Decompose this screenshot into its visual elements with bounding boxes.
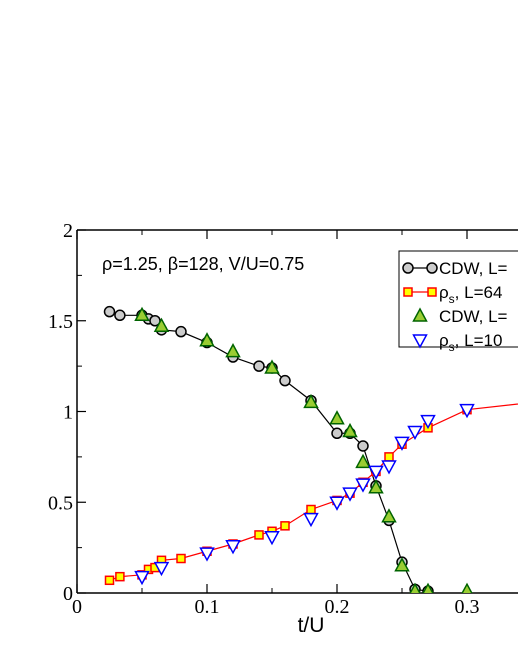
- series-1: [103, 305, 434, 593]
- series-4-point: [329, 496, 345, 511]
- series-2: [104, 403, 518, 586]
- series-3-point: [381, 508, 397, 523]
- series-4: [134, 403, 475, 586]
- series-4-point: [134, 570, 150, 586]
- legend-label: ρs, L=10: [439, 331, 502, 354]
- x-axis-title: t/U: [298, 614, 325, 637]
- series-4-point: [381, 460, 397, 475]
- legend-label: CDW, L=: [439, 307, 508, 326]
- series-4-point: [459, 403, 475, 419]
- x-tick-label: 0.3: [455, 596, 480, 618]
- x-tick-label: 0.2: [325, 596, 350, 618]
- series-4-point: [264, 530, 280, 546]
- series-2-point: [104, 575, 115, 586]
- series-4-point: [199, 547, 215, 562]
- series-2-point: [176, 553, 186, 564]
- series-3-point: [225, 343, 241, 358]
- series-3-point: [461, 582, 473, 593]
- series-3-point: [134, 306, 150, 322]
- x-tick-label: 0.1: [195, 596, 220, 618]
- y-tick-label: 1.5: [48, 311, 73, 333]
- series-layer: [103, 305, 518, 593]
- series-2-point: [254, 530, 264, 540]
- series-1-point: [331, 427, 343, 440]
- legend-marker: [402, 262, 414, 274]
- series-3-point: [409, 582, 421, 593]
- legend-marker: [426, 262, 438, 274]
- legend-box: [398, 250, 518, 348]
- series-3-point: [422, 582, 434, 593]
- series-1-point: [253, 360, 265, 372]
- legend-item-4: ρs, L=10: [412, 331, 502, 354]
- series-2-point: [384, 452, 394, 462]
- series-3-point: [199, 332, 215, 347]
- annotation: ρ=1.25, β=128, V/U=0.75: [102, 254, 304, 274]
- series-2-point: [306, 504, 316, 515]
- series-1-point: [114, 309, 126, 322]
- series-1-point: [175, 325, 187, 338]
- series-1-point: [357, 440, 369, 452]
- series-1-line: [109, 311, 429, 592]
- series-3-point: [264, 359, 280, 374]
- legend-label: ρs, L=64: [439, 283, 502, 306]
- series-2-point: [115, 571, 125, 582]
- series-3-point: [394, 557, 410, 572]
- y-tick-label: 0: [63, 583, 73, 605]
- series-3: [134, 306, 473, 593]
- series-4-point: [407, 425, 423, 441]
- y-tick-label: 0.5: [48, 492, 73, 514]
- legend-item-1: CDW, L=: [402, 259, 508, 278]
- legend-marker: [427, 287, 437, 297]
- series-3-point: [355, 453, 371, 469]
- legend-marker: [412, 307, 428, 322]
- legend-item-2: ρs, L=64: [403, 283, 502, 306]
- y-tick-label: 1: [63, 402, 73, 424]
- series-4-point: [355, 478, 371, 493]
- series-4-point: [420, 414, 436, 430]
- series-2-line: [109, 403, 518, 581]
- series-4-point: [342, 487, 358, 502]
- series-4-point: [225, 540, 241, 555]
- series-3-point: [329, 410, 345, 425]
- legend-item-3: CDW, L=: [412, 307, 508, 326]
- x-tick-label: 0: [72, 596, 82, 618]
- series-1-point: [279, 374, 291, 387]
- series-1-point: [103, 305, 116, 318]
- series-3-point: [303, 393, 319, 409]
- series-3-point: [368, 479, 384, 494]
- legend-marker: [403, 287, 413, 297]
- series-4-point: [368, 465, 384, 480]
- series-3-point: [342, 422, 358, 438]
- legend-marker: [412, 334, 428, 349]
- series-4-point: [153, 561, 170, 577]
- y-tick-label: 2: [63, 220, 73, 242]
- axes: 0 0.1 0.2 0.3 0 0.5 1 1.5 2: [48, 220, 518, 618]
- series-2-point: [280, 521, 290, 531]
- series-4-point: [394, 436, 410, 451]
- series-4-point: [303, 512, 319, 528]
- series-3-point: [153, 317, 170, 332]
- legend-label: CDW, L=: [439, 259, 508, 278]
